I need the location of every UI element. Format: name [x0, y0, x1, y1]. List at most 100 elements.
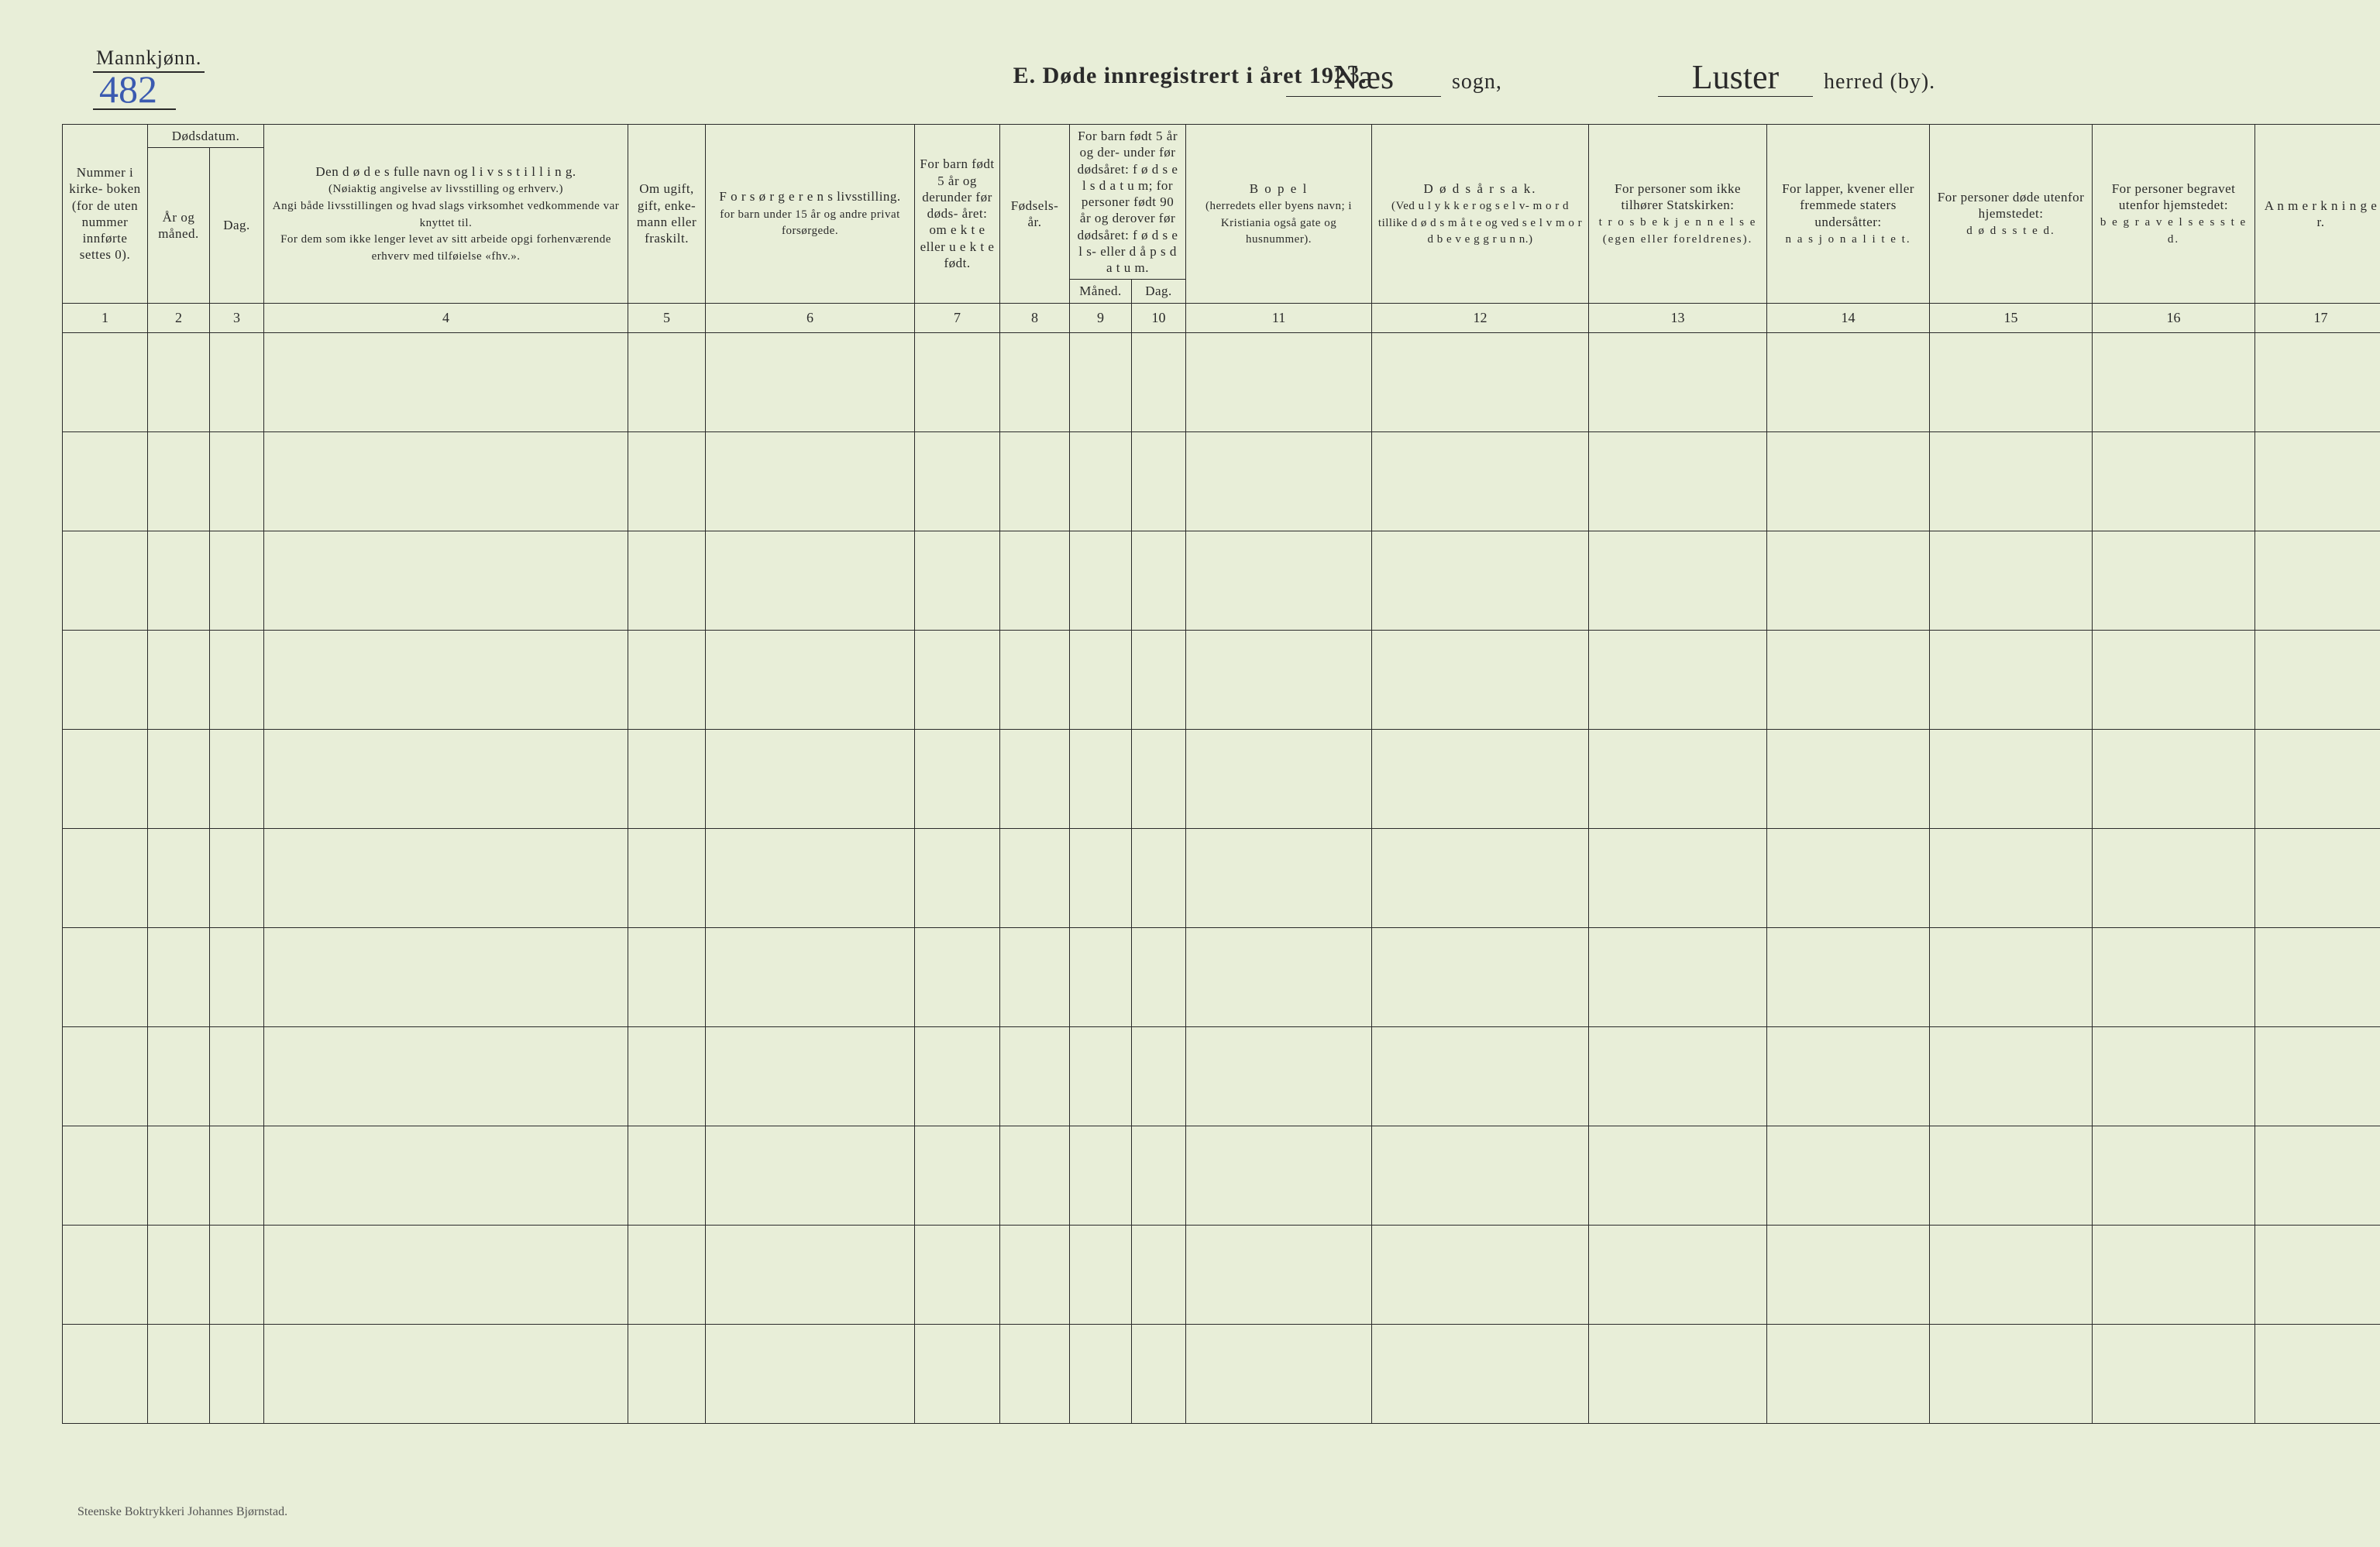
- table-cell: [1589, 927, 1767, 1026]
- column-number: 13: [1589, 303, 1767, 332]
- table-cell: [1000, 630, 1070, 729]
- table-cell: [1070, 630, 1132, 729]
- table-cell: [1372, 531, 1589, 630]
- table-cell: [1589, 828, 1767, 927]
- table-cell: [264, 828, 628, 927]
- table-cell: [264, 1126, 628, 1225]
- table-cell: [210, 1324, 264, 1423]
- table-cell: [2093, 1225, 2255, 1324]
- col-header-7: For barn født 5 år og derunder før døds-…: [915, 125, 1000, 304]
- table-cell: [1372, 1324, 1589, 1423]
- table-cell: [210, 1225, 264, 1324]
- table-cell: [210, 431, 264, 531]
- table-cell: [1000, 828, 1070, 927]
- col12-line2: (Ved u l y k k e r og s e l v- m o r d t…: [1378, 200, 1582, 246]
- table-cell: [2255, 431, 2380, 531]
- table-cell: [264, 1225, 628, 1324]
- table-cell: [915, 630, 1000, 729]
- table-cell: [2255, 1225, 2380, 1324]
- column-number: 4: [264, 303, 628, 332]
- column-number: 9: [1070, 303, 1132, 332]
- sogn-label: sogn,: [1452, 70, 1502, 95]
- table-cell: [1000, 1026, 1070, 1126]
- col4-line2: (Nøiaktig angivelse av livsstilling og e…: [328, 183, 563, 195]
- table-cell: [706, 1324, 915, 1423]
- table-cell: [1589, 630, 1767, 729]
- col-header-5: Om ugift, gift, enke- mann eller fraskil…: [628, 125, 706, 304]
- table-cell: [148, 828, 210, 927]
- table-cell: [148, 332, 210, 431]
- table-cell: [2093, 729, 2255, 828]
- table-cell: [1930, 431, 2093, 531]
- table-cell: [1000, 531, 1070, 630]
- table-cell: [706, 531, 915, 630]
- table-cell: [1372, 1225, 1589, 1324]
- table-cell: [148, 630, 210, 729]
- table-cell: [1767, 1225, 1930, 1324]
- table-cell: [915, 927, 1000, 1026]
- table-cell: [210, 332, 264, 431]
- table-cell: [1186, 531, 1372, 630]
- table-cell: [1930, 1126, 2093, 1225]
- table-cell: [1930, 1324, 2093, 1423]
- column-number: 10: [1132, 303, 1186, 332]
- table-cell: [63, 1026, 148, 1126]
- col-header-9: Måned.: [1070, 280, 1132, 303]
- table-cell: [915, 828, 1000, 927]
- table-cell: [1589, 1026, 1767, 1126]
- column-number: 6: [706, 303, 915, 332]
- table-cell: [1372, 630, 1589, 729]
- table-cell: [1767, 1324, 1930, 1423]
- column-number: 7: [915, 303, 1000, 332]
- table-cell: [915, 729, 1000, 828]
- table-cell: [1589, 729, 1767, 828]
- column-number: 3: [210, 303, 264, 332]
- table-cell: [1070, 927, 1132, 1026]
- table-cell: [1186, 1026, 1372, 1126]
- table-cell: [628, 1225, 706, 1324]
- table-row: [63, 431, 2380, 531]
- col-header-10: Dag.: [1132, 280, 1186, 303]
- table-cell: [2255, 630, 2380, 729]
- table-cell: [1767, 828, 1930, 927]
- table-cell: [1372, 828, 1589, 927]
- col-header-15: For personer døde utenfor hjemstedet: d …: [1930, 125, 2093, 304]
- column-number: 11: [1186, 303, 1372, 332]
- table-cell: [1186, 1225, 1372, 1324]
- table-cell: [1132, 828, 1186, 927]
- col-header-14: For lapper, kvener eller fremmede stater…: [1767, 125, 1930, 304]
- table-cell: [148, 431, 210, 531]
- table-cell: [1930, 927, 2093, 1026]
- table-header: Nummer i kirke- boken (for de uten numme…: [63, 125, 2380, 333]
- col16-line2: b e g r a v e l s e s s t e d.: [2100, 216, 2247, 246]
- col4-line1: Den d ø d e s fulle navn og l i v s s t …: [315, 164, 576, 179]
- table-cell: [1070, 1026, 1132, 1126]
- table-cell: [628, 729, 706, 828]
- register-table: Nummer i kirke- boken (for de uten numme…: [62, 124, 2380, 1424]
- table-cell: [915, 1026, 1000, 1126]
- col-header-16: For personer begravet utenfor hjemstedet…: [2093, 125, 2255, 304]
- table-cell: [1930, 332, 2093, 431]
- table-cell: [63, 927, 148, 1026]
- column-number: 8: [1000, 303, 1070, 332]
- table-row: [63, 630, 2380, 729]
- table-cell: [1767, 531, 1930, 630]
- table-cell: [1070, 431, 1132, 531]
- col15-line1: For personer døde utenfor hjemstedet:: [1938, 190, 2085, 221]
- table-cell: [915, 1324, 1000, 1423]
- gender-block: Mannkjønn. 482: [93, 46, 205, 110]
- table-cell: [1767, 729, 1930, 828]
- table-cell: [1372, 927, 1589, 1026]
- table-cell: [1767, 332, 1930, 431]
- col4-line3: Angi både livsstillingen og hvad slags v…: [273, 200, 619, 229]
- table-cell: [1589, 531, 1767, 630]
- table-cell: [2255, 729, 2380, 828]
- table-cell: [148, 1126, 210, 1225]
- title-row: Mannkjønn. 482 E. Døde innregistrert i å…: [62, 46, 2318, 116]
- table-cell: [63, 332, 148, 431]
- table-cell: [1186, 1324, 1372, 1423]
- table-cell: [63, 828, 148, 927]
- table-cell: [63, 729, 148, 828]
- table-cell: [264, 1324, 628, 1423]
- table-cell: [63, 1225, 148, 1324]
